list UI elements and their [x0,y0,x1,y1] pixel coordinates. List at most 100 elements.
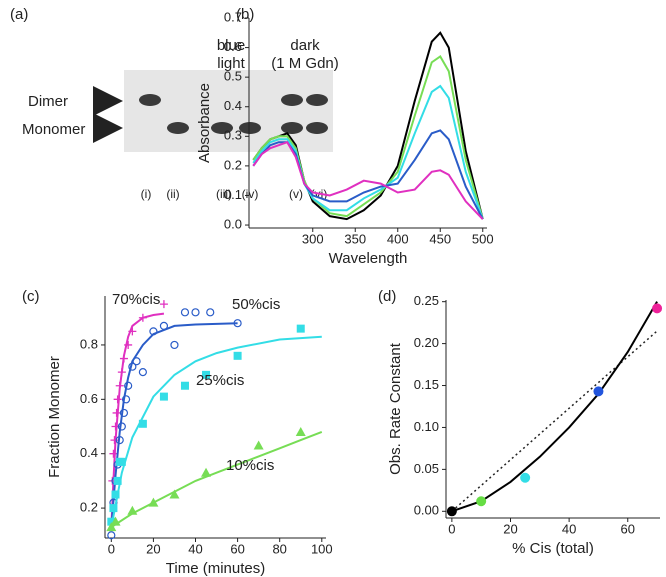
point [115,436,124,445]
fit-curve [110,312,165,528]
band [139,94,161,106]
point [110,436,119,445]
x-tick-label: 400 [387,231,409,246]
point [476,496,487,507]
y-tick-label: 0.6 [224,39,242,54]
point [128,362,137,371]
band-label: Monomer [22,121,85,138]
point [296,324,305,333]
point [119,408,129,418]
point [112,408,121,417]
y-tick-label: 0.1 [224,187,242,202]
panel-label: (a) [10,6,28,23]
spectrum [252,84,484,220]
series-label: 25%cis [196,372,244,389]
group-label: light [217,55,245,72]
y-tick-label: 0.7 [224,9,242,24]
point [206,308,215,317]
x-axis-label: Time (minutes) [166,560,265,577]
point [111,490,120,499]
band [167,122,189,134]
x-tick-label: 100 [311,541,333,556]
x-tick-label: 500 [472,231,494,246]
group-label: dark [290,37,320,54]
y-tick-label: 0.5 [224,69,242,84]
point [201,467,212,477]
x-tick-label: 20 [146,541,160,556]
gel [124,70,333,152]
point [107,531,116,540]
point [113,476,122,485]
point [124,340,133,349]
y-tick-label: 0.10 [414,419,439,434]
point [180,308,190,317]
series-label: 50%cis [232,296,280,313]
y-tick-label: 0.25 [414,293,439,308]
point [117,457,126,466]
point [593,386,604,397]
point [117,368,126,377]
x-tick-label: 0 [108,541,115,556]
y-tick-label: 0.20 [414,335,439,350]
point [253,440,264,450]
lane-label: (v) [289,187,303,201]
x-tick-label: 80 [272,541,286,556]
y-tick-label: 0.2 [224,157,242,172]
group-label: (1 M Gdn) [271,55,339,72]
y-tick-label: 0.4 [80,445,98,460]
point [109,504,118,513]
y-axis-label: Fraction Monomer [46,356,63,478]
point [169,489,180,499]
y-axis-label: Obs. Rate Constant [387,342,404,475]
point [180,381,189,390]
x-tick-label: 60 [230,541,244,556]
point [233,319,242,328]
y-tick-label: 0.4 [224,98,242,113]
point [233,351,242,360]
point [107,517,116,526]
linear-fit [451,330,658,512]
lane-label: (i) [141,187,152,201]
x-axis-label: % Cis (total) [512,540,594,557]
point [127,505,138,515]
point [117,422,126,431]
fit-curve [110,322,238,528]
point [121,395,131,404]
group-label: blue [217,37,245,54]
point [652,303,663,314]
point [109,449,118,458]
lane-label: (iii) [216,187,232,201]
lane-label: (ii) [166,187,179,201]
x-tick-label: 300 [302,231,324,246]
x-tick-label: 40 [188,541,202,556]
point [149,327,158,336]
point [295,426,306,436]
point [159,392,168,401]
point [110,516,121,526]
y-axis-label: Absorbance [196,83,213,163]
point [132,357,141,366]
x-tick-label: 40 [562,521,576,536]
band [281,122,303,134]
point [170,340,179,350]
band [281,94,303,106]
spectrum [252,141,484,220]
point [159,300,168,309]
spectrum [252,129,484,220]
x-tick-label: 20 [503,521,517,536]
fit-curve [451,301,658,513]
band [306,122,328,134]
y-tick-label: 0.2 [80,500,98,515]
spectrum [252,55,484,220]
x-tick-label: 0 [448,521,455,536]
band [211,122,233,134]
y-tick-label: 0.3 [224,128,242,143]
fit-curve [110,335,322,528]
point [520,472,531,483]
band-label: Dimer [28,93,68,110]
y-tick-label: 0.00 [414,503,439,518]
band [306,94,328,106]
series-label: 70%cis [112,291,160,308]
y-tick-label: 0.8 [80,336,98,351]
point [119,354,128,363]
